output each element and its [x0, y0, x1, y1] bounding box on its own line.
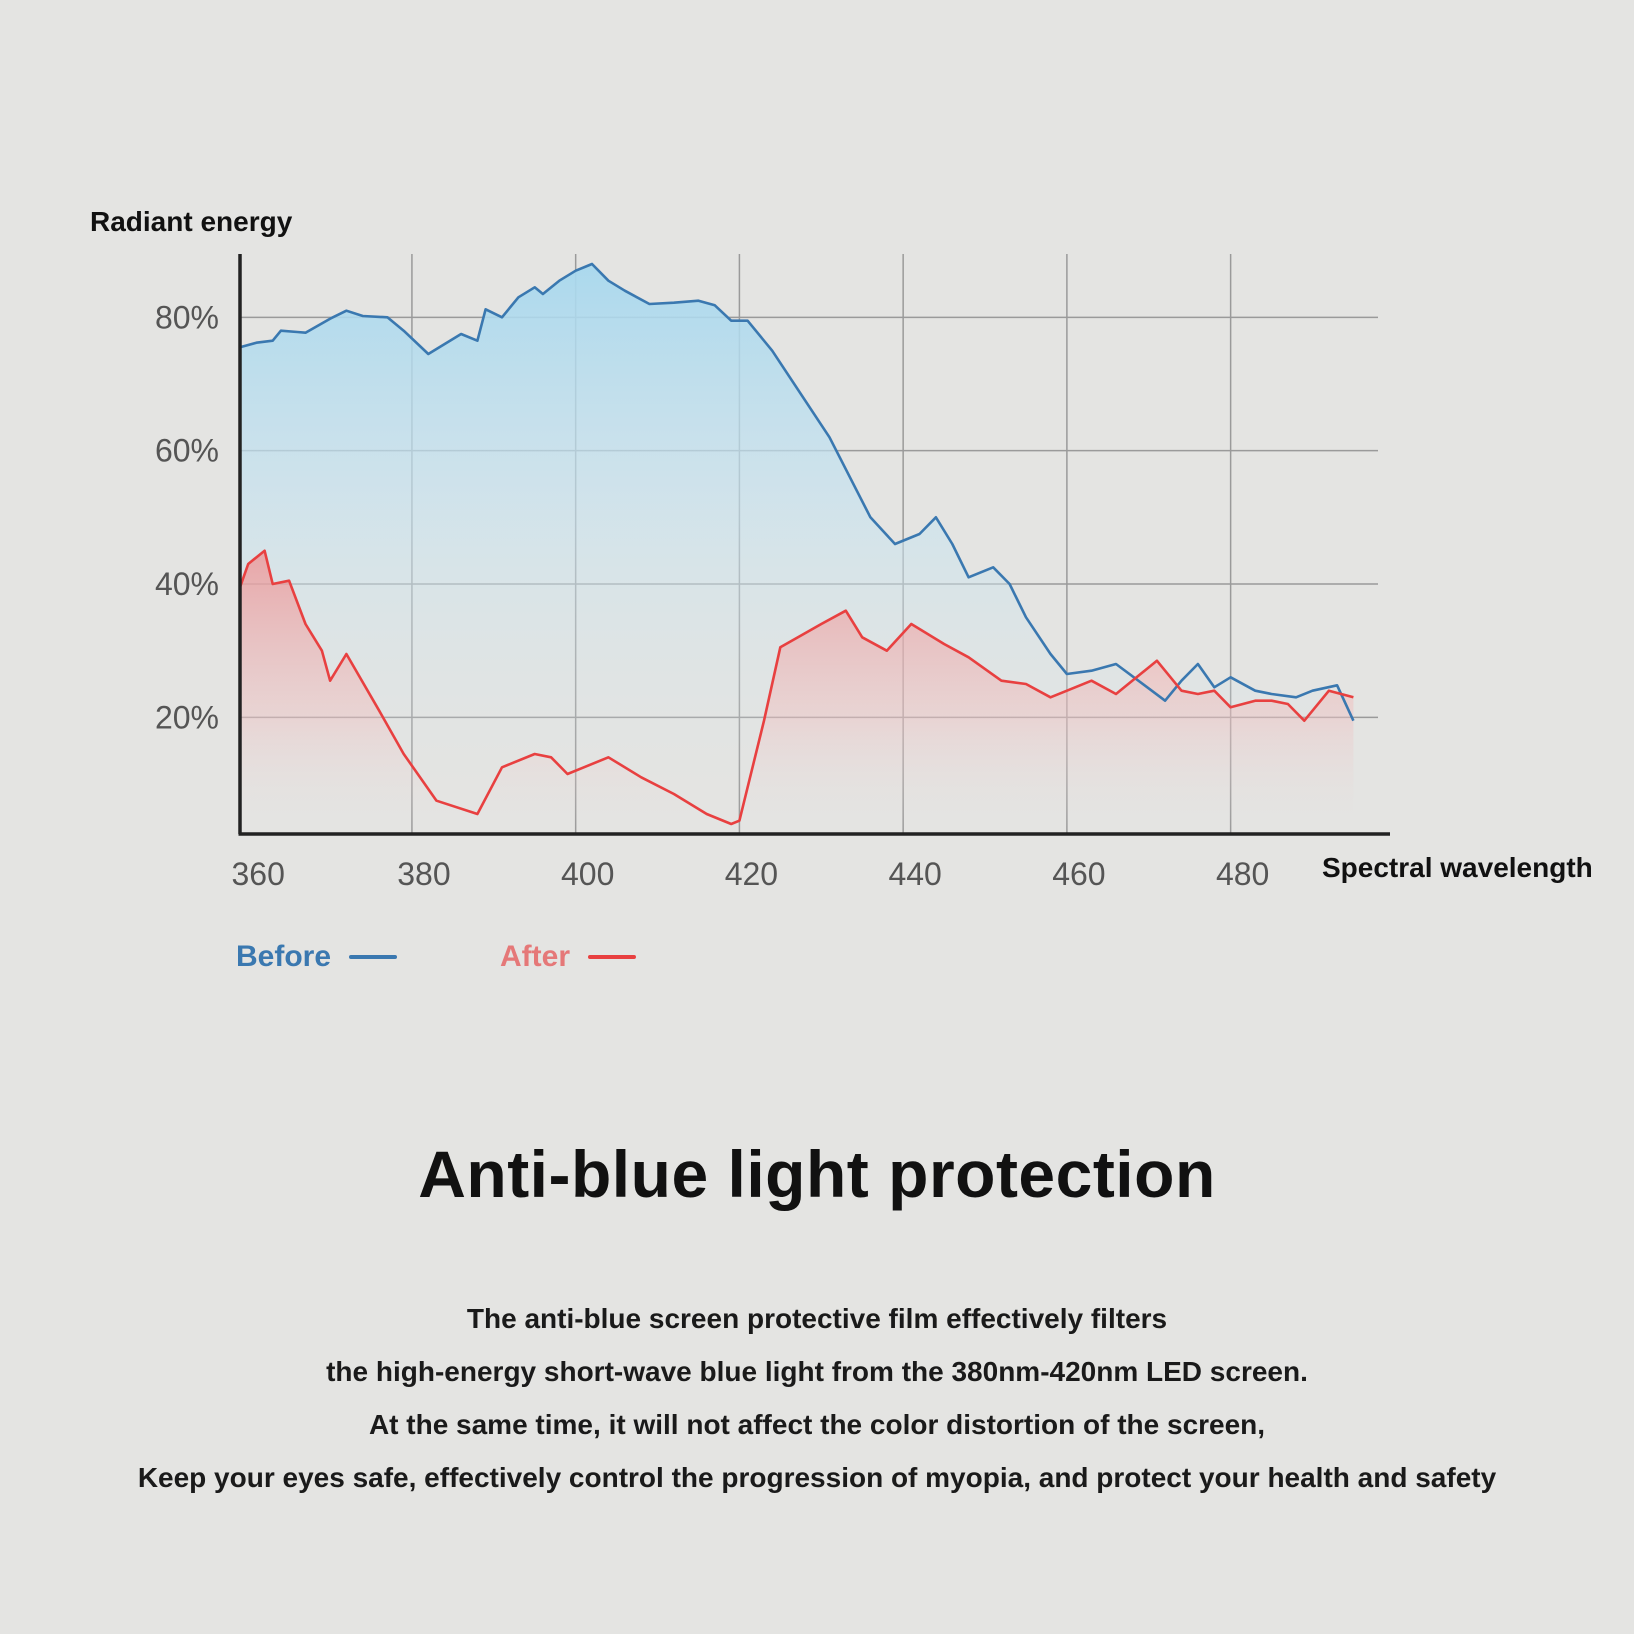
series-area-after	[240, 550, 1354, 834]
legend-swatch-after	[588, 955, 637, 959]
description-line: Keep your eyes safe, effectively control…	[137, 1462, 1497, 1493]
y-axis-label: Radiant energy	[90, 206, 293, 237]
x-tick-label: 380	[397, 856, 450, 892]
legend-label-after: After	[500, 940, 571, 973]
x-tick-label: 360	[231, 856, 284, 892]
series-line-after	[238, 549, 1354, 826]
description-line: the high-energy short-wave blue light fr…	[326, 1356, 1308, 1387]
y-tick-label: 60%	[155, 433, 219, 469]
x-tick-label: 400	[561, 856, 614, 892]
x-tick-label: 480	[1216, 856, 1269, 892]
x-tick-label: 420	[725, 856, 778, 892]
legend-item-before: Before	[236, 940, 398, 974]
series-line-before	[239, 262, 1355, 722]
x-axis-label: Spectral wavelength	[1322, 852, 1593, 883]
description-line: At the same time, it will not affect the…	[368, 1409, 1266, 1440]
y-tick-label: 40%	[155, 566, 219, 602]
description-line: The anti-blue screen protective film eff…	[466, 1303, 1168, 1334]
x-tick-label: 460	[1052, 856, 1105, 892]
legend-label-before: Before	[236, 940, 332, 973]
legend-item-after: After	[500, 940, 637, 974]
description: The anti-blue screen protective film eff…	[0, 1292, 1634, 1504]
legend-swatch-before	[349, 955, 398, 959]
x-tick-label: 440	[888, 856, 941, 892]
page-title: Anti-blue light protection	[418, 1137, 1216, 1211]
y-tick-label: 20%	[155, 699, 219, 735]
y-tick-label: 80%	[155, 299, 219, 335]
